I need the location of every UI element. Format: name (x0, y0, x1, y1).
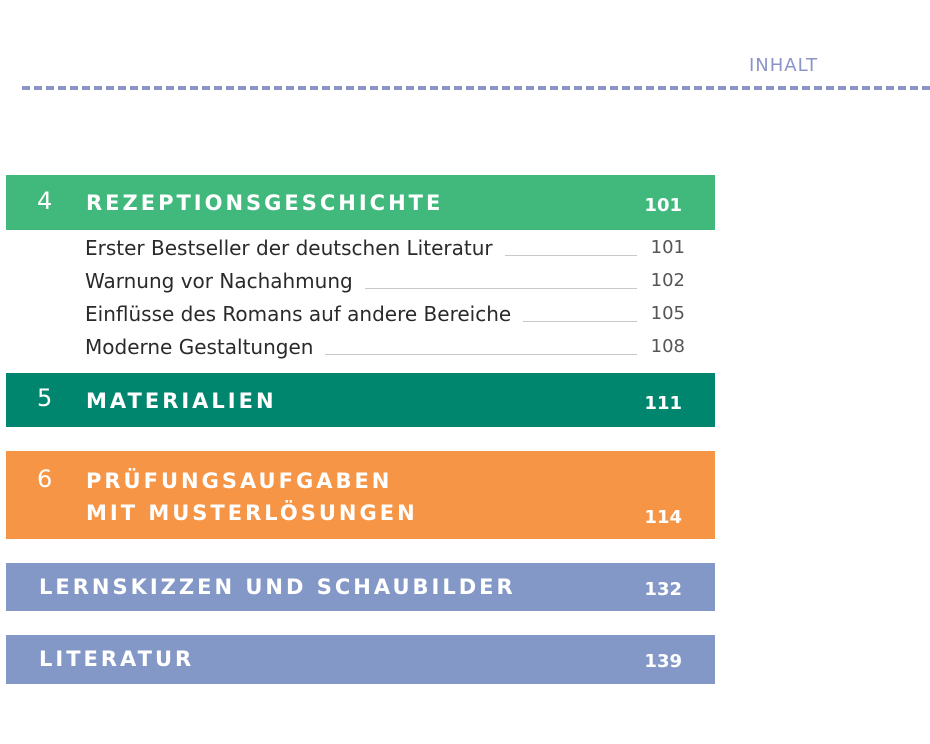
lernskizzen-heading[interactable]: LERNSKIZZEN UND SCHAUBILDER 132 (6, 563, 715, 611)
chapter-title: REZEPTIONSGESCHICHTE (86, 191, 444, 215)
toc-entry-page: 105 (650, 303, 685, 324)
toc-leader-line (364, 288, 637, 289)
chapter-page: 101 (644, 195, 682, 216)
toc-leader-line (523, 321, 637, 322)
chapter-title-line-2: MIT MUSTERLÖSUNGEN (86, 501, 418, 525)
chapter-title-line-1: PRÜFUNGSAUFGABEN (86, 469, 393, 493)
chapter-number: 6 (37, 465, 53, 493)
literatur-heading[interactable]: LITERATUR 139 (6, 635, 715, 684)
section-page: 132 (644, 579, 682, 600)
toc-entry[interactable]: Warnung vor Nachahmung 102 (85, 264, 685, 297)
section-title: LERNSKIZZEN UND SCHAUBILDER (39, 575, 516, 599)
chapter-number: 4 (37, 187, 53, 215)
toc-leader-line (504, 255, 637, 256)
chapter-4-subsections: Erster Bestseller der deutschen Literatu… (85, 231, 685, 363)
toc-entry[interactable]: Einflüsse des Romans auf andere Bereiche… (85, 297, 685, 330)
toc-entry-label: Erster Bestseller der deutschen Literatu… (85, 235, 493, 260)
chapter-title: MATERIALIEN (86, 389, 277, 413)
toc-entry[interactable]: Moderne Gestaltungen 108 (85, 330, 685, 363)
toc-entry-label: Einflüsse des Romans auf andere Bereiche (85, 301, 512, 326)
toc-leader-line (325, 354, 637, 355)
toc-entry-page: 108 (650, 336, 685, 357)
chapter-page: 114 (644, 507, 682, 528)
toc-entry[interactable]: Erster Bestseller der deutschen Literatu… (85, 231, 685, 264)
toc-entry-label: Warnung vor Nachahmung (85, 268, 353, 293)
header-divider (22, 86, 930, 90)
chapter-page: 111 (644, 393, 682, 414)
section-page: 139 (644, 651, 682, 672)
toc-entry-page: 102 (650, 270, 685, 291)
toc-entry-label: Moderne Gestaltungen (85, 334, 314, 359)
section-header-label: INHALT (749, 55, 819, 76)
section-title: LITERATUR (39, 647, 195, 671)
toc-entry-page: 101 (650, 237, 685, 258)
chapter-5-heading[interactable]: 5 MATERIALIEN 111 (6, 373, 715, 427)
chapter-4-heading[interactable]: 4 REZEPTIONSGESCHICHTE 101 (6, 175, 715, 230)
chapter-number: 5 (37, 384, 53, 412)
chapter-6-heading[interactable]: 6 PRÜFUNGSAUFGABEN MIT MUSTERLÖSUNGEN 11… (6, 451, 715, 539)
